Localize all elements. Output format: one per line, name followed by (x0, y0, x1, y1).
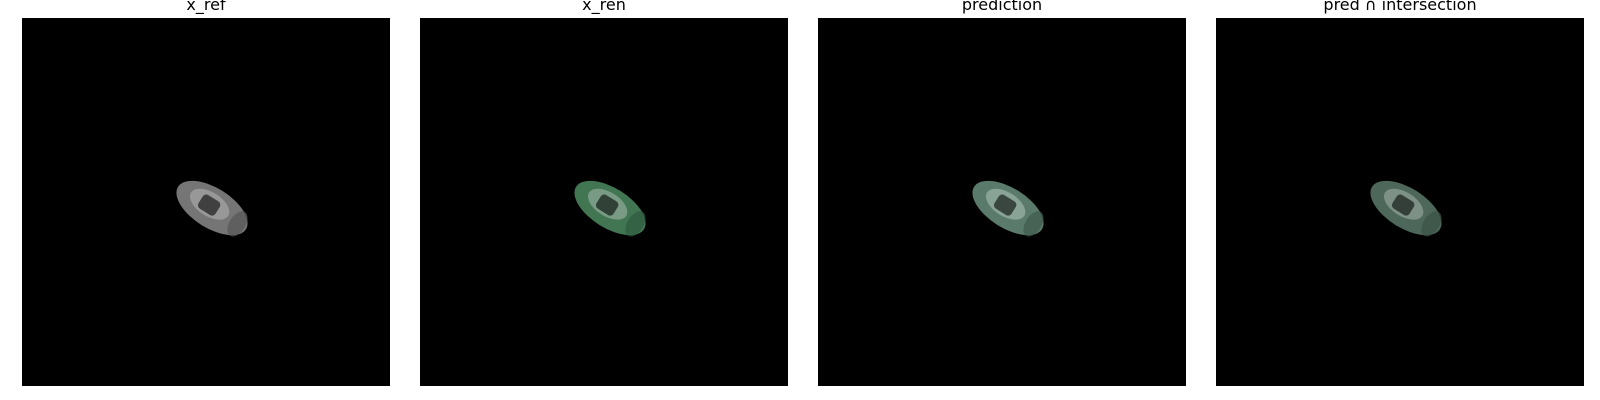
car-render (1370, 180, 1442, 237)
panel-title: pred ∩ intersection (1323, 0, 1477, 14)
car-render (972, 180, 1044, 237)
panel-image (818, 18, 1186, 386)
panel-pred-intersection: pred ∩ intersection (1216, 0, 1584, 400)
panel-image (22, 18, 390, 386)
panel-image (420, 18, 788, 386)
car-render (176, 180, 248, 237)
panel-title: x_ren (582, 0, 626, 14)
panel-x-ren: x_ren (420, 0, 788, 400)
panel-title: prediction (961, 0, 1043, 14)
car-render (574, 180, 646, 237)
panel-image (1216, 18, 1584, 386)
panel-title: x_ref (186, 0, 226, 14)
panel-prediction: prediction (818, 0, 1186, 400)
panel-x-ref: x_ref (22, 0, 390, 400)
